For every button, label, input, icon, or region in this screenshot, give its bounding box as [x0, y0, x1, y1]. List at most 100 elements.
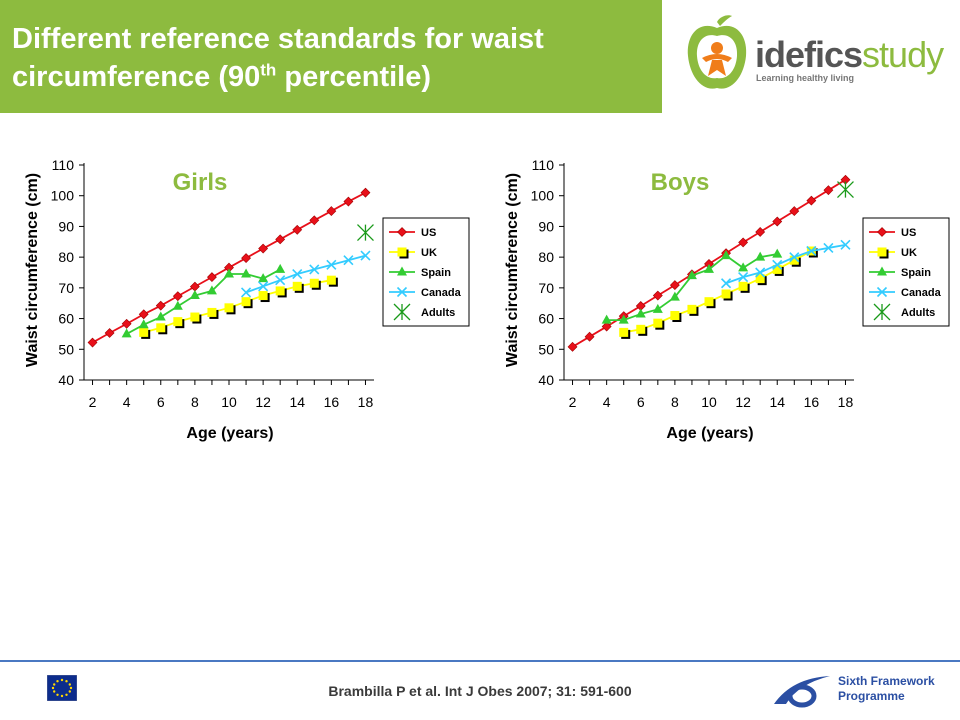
legend-marker [393, 303, 411, 321]
data-point [189, 290, 200, 300]
legend-label: US [421, 227, 436, 239]
data-point [326, 206, 337, 216]
boys-chart: 40 50 60 70 80 90 100 110 2 4 6 8 10 12 14 16 18 Boys Age … [504, 157, 950, 442]
x-tick-label: 4 [603, 394, 611, 410]
data-point [720, 278, 732, 289]
data-point [789, 252, 800, 263]
programme-line-2: Programme [838, 689, 905, 703]
data-point [837, 181, 854, 199]
data-point [755, 274, 765, 284]
legend-marker [876, 286, 888, 298]
data-point [772, 216, 783, 227]
x-tick-label: 4 [123, 394, 131, 410]
x-tick-label: 14 [769, 394, 785, 410]
data-point [772, 264, 782, 274]
x-tick-label: 18 [838, 394, 854, 410]
legend: US UK Spain Canada Adults [862, 217, 950, 327]
data-point [138, 309, 149, 320]
data-point [360, 187, 371, 198]
x-tick-label: 2 [569, 394, 577, 410]
data-point [806, 245, 817, 257]
legend-marker [877, 247, 887, 257]
y-tick-label: 40 [58, 372, 74, 388]
x-tick-label: 10 [701, 394, 717, 410]
legend-marker [396, 286, 408, 298]
data-point [635, 308, 646, 318]
y-tick-label: 100 [531, 188, 555, 204]
data-point [357, 224, 374, 242]
x-tick-label: 16 [324, 394, 340, 410]
data-point [190, 312, 200, 322]
data-point [121, 318, 132, 329]
series-adults [837, 181, 854, 199]
data-point [139, 327, 149, 337]
data-point [669, 291, 680, 301]
title-superscript: th [260, 60, 277, 80]
chart-title: Boys [651, 169, 710, 196]
data-point [738, 281, 748, 291]
logo-brand-bold: idefics [755, 34, 863, 75]
data-point [618, 314, 629, 324]
data-point [823, 185, 834, 196]
y-tick-label: 40 [538, 372, 554, 388]
data-point [738, 262, 749, 272]
series-line [245, 254, 366, 294]
data-point [686, 270, 697, 280]
data-point [87, 337, 98, 348]
data-point [121, 328, 132, 338]
data-point [258, 273, 269, 283]
legend-marker [877, 266, 887, 276]
data-point [687, 304, 697, 314]
slide-title: Different reference standards for waist … [12, 20, 652, 96]
data-point [601, 314, 612, 324]
x-tick-label: 16 [804, 394, 820, 410]
x-tick-label: 6 [157, 394, 165, 410]
data-point [326, 259, 337, 270]
data-point [189, 281, 200, 292]
header-band [0, 0, 662, 113]
data-point [309, 215, 320, 226]
data-point [584, 331, 595, 342]
data-point [172, 300, 183, 310]
legend-label: Spain [901, 267, 931, 279]
series-uk [139, 275, 338, 339]
data-point [104, 328, 115, 338]
data-point [275, 286, 285, 296]
y-tick-label: 50 [538, 341, 554, 357]
data-point [772, 248, 783, 258]
data-point [309, 264, 320, 275]
y-axis-label: Waist circumference (cm) [24, 173, 41, 367]
series-line [725, 243, 846, 285]
data-point [619, 327, 629, 337]
y-tick-label: 90 [538, 218, 554, 234]
x-tick-label: 8 [191, 394, 199, 410]
data-point [292, 224, 303, 235]
y-tick-label: 70 [58, 280, 74, 296]
legend-marker [397, 247, 407, 257]
legend-label: Canada [421, 287, 462, 299]
series-spain [601, 248, 783, 324]
data-point [721, 289, 731, 299]
programme-text: Sixth Framework Programme [838, 674, 935, 704]
y-tick-label: 80 [538, 249, 554, 265]
data-point [772, 259, 783, 270]
legend-marker [397, 266, 407, 276]
data-point [258, 281, 269, 292]
data-point [224, 303, 234, 313]
series-adults [357, 224, 374, 242]
chart-title: Girls [173, 169, 228, 196]
y-tick-label: 80 [58, 249, 74, 265]
data-point [241, 297, 251, 307]
x-tick-label: 8 [671, 394, 679, 410]
y-tick-label: 100 [51, 188, 75, 204]
x-tick-label: 12 [255, 394, 271, 410]
series-us [567, 174, 851, 352]
data-point [789, 255, 799, 265]
data-point [156, 323, 166, 333]
logo-wordmark: ideficsstudy [755, 34, 944, 76]
data-point [738, 237, 749, 248]
legend-marker [397, 227, 407, 237]
data-point [292, 268, 303, 280]
data-point [275, 275, 286, 286]
girls-chart: 40 50 60 70 80 90 100 110 2 4 6 8 10 12 14 16 18 Girls Age… [24, 157, 470, 442]
